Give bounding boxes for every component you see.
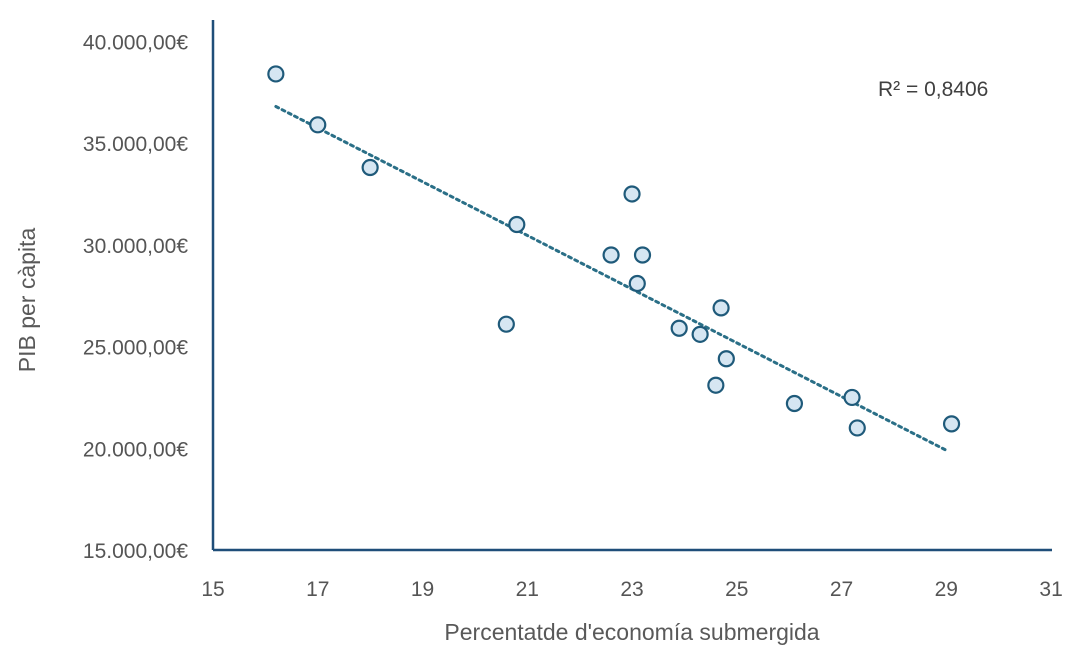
data-point — [942, 415, 961, 433]
data-point — [717, 350, 735, 368]
data-points — [267, 65, 961, 437]
x-tick-labels: 15 17 19 21 23 25 27 29 31 — [201, 578, 1062, 601]
data-point — [633, 246, 652, 264]
data-point — [691, 325, 709, 343]
data-point — [712, 299, 730, 317]
x-axis-title: Percentatde d'economía submergida — [444, 619, 819, 645]
data-point — [848, 419, 866, 437]
data-point — [707, 376, 725, 394]
data-point — [628, 274, 646, 293]
x-tick-label: 19 — [411, 578, 434, 601]
data-point — [623, 185, 641, 203]
x-tick-label: 15 — [201, 578, 224, 601]
data-point — [602, 246, 620, 264]
y-tick-label: 30.000,00€ — [83, 235, 188, 258]
data-point — [508, 215, 526, 234]
y-tick-label: 40.000,00€ — [83, 31, 188, 54]
y-tick-label: 15.000,00€ — [83, 540, 188, 563]
r-squared-label: R² = 0,8406 — [878, 78, 988, 101]
data-point — [267, 65, 285, 83]
x-tick-label: 17 — [306, 578, 329, 601]
y-tick-label: 20.000,00€ — [83, 438, 188, 461]
data-point — [309, 116, 327, 134]
y-tick-label: 35.000,00€ — [83, 133, 188, 156]
y-axis-title: PIB per càpita — [14, 228, 40, 373]
trendline — [274, 105, 948, 452]
y-tick-labels: 15.000,00€ 20.000,00€ 25.000,00€ 30.000,00€… — [83, 31, 188, 563]
x-tick-label: 29 — [935, 578, 958, 601]
y-tick-label: 25.000,00€ — [83, 337, 188, 360]
data-point — [843, 388, 861, 407]
x-tick-label: 27 — [830, 578, 853, 601]
x-tick-label: 23 — [620, 578, 643, 601]
data-point — [361, 158, 379, 177]
x-tick-label: 25 — [725, 578, 748, 601]
x-tick-label: 31 — [1039, 578, 1062, 601]
data-point — [785, 394, 804, 413]
data-point — [497, 315, 515, 333]
x-tick-label: 21 — [516, 578, 539, 601]
data-point — [670, 319, 688, 337]
